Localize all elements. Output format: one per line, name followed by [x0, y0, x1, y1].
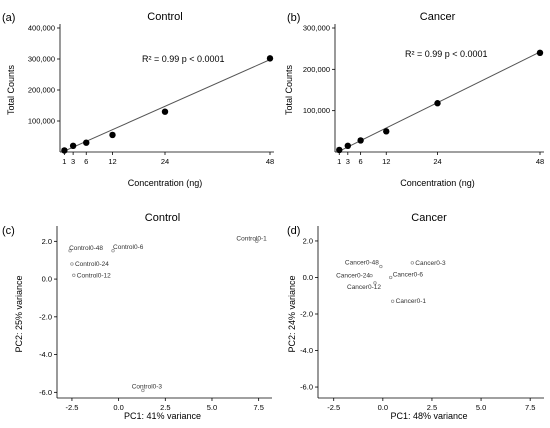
- pca-point: [410, 261, 414, 265]
- x-tick-label: 2.5: [427, 403, 437, 412]
- y-tick-label: 200,000: [28, 86, 55, 95]
- y-tick-label: 2.0: [303, 236, 313, 245]
- x-tick-label: 1: [62, 157, 66, 166]
- x-tick-label: 7.5: [253, 403, 263, 412]
- pca-point: [389, 275, 393, 280]
- pca-point: [111, 249, 115, 253]
- chart-title: Cancer: [411, 212, 447, 224]
- fit-annotation: R² = 0.99 p < 0.0001: [405, 49, 488, 59]
- panel-b: (b) Cancer 1 3 6 12 24 48 100,000 200,000 300,000 C…: [284, 11, 544, 188]
- x-tick-label: 6: [359, 157, 363, 166]
- panel-a: (a) Control 1 3 6 12 24 48 100,000 200,000 300,000…: [2, 11, 274, 188]
- pca-point-label: Control0-6: [113, 244, 144, 251]
- data-point: [357, 137, 364, 144]
- x-axis-label: PC1: 41% variance: [124, 411, 201, 421]
- data-point: [61, 147, 68, 154]
- y-tick-label: 100,000: [28, 117, 55, 126]
- pca-point-label: Cancer0-3: [415, 260, 446, 267]
- y-tick-label: -6.0: [39, 388, 52, 397]
- pca-point: [68, 249, 72, 253]
- data-point: [383, 128, 390, 135]
- panel-label: (b): [287, 12, 300, 24]
- pca-point: [379, 264, 383, 269]
- y-tick-label: -2.0: [39, 312, 52, 321]
- pca-point-label: Control0-3: [132, 383, 163, 390]
- pca-point: [391, 299, 395, 303]
- x-tick-label: 0.0: [113, 403, 123, 412]
- x-tick-label: 5.0: [207, 403, 217, 412]
- data-point: [434, 100, 441, 107]
- x-tick-label: 3: [71, 157, 75, 166]
- chart-title: Control: [147, 11, 182, 23]
- y-tick-label: 200,000: [303, 65, 330, 74]
- y-tick-label: 100,000: [303, 106, 330, 115]
- data-point: [161, 108, 169, 115]
- y-tick-label: -4.0: [300, 346, 313, 355]
- x-axis-label: Concentration (ng): [400, 178, 475, 188]
- data-point: [109, 131, 116, 139]
- pca-point: [373, 281, 377, 285]
- x-tick-label: 0.0: [378, 403, 388, 412]
- pca-point: [72, 273, 76, 277]
- chart-title: Cancer: [420, 11, 456, 23]
- pca-point-label: Control0-48: [69, 245, 103, 252]
- x-tick-label: 24: [433, 157, 441, 166]
- x-tick-label: 1: [337, 157, 341, 166]
- pca-point-label: Cancer0-6: [393, 271, 424, 278]
- x-tick-label: 2.5: [160, 403, 170, 412]
- x-tick-label: 48: [536, 157, 544, 166]
- pca-point: [255, 239, 259, 243]
- x-axis-label: Concentration (ng): [128, 178, 203, 188]
- pca-point-label: Control0-12: [77, 272, 111, 279]
- panel-label: (d): [287, 225, 300, 237]
- pca-point-label: Control0-1: [236, 235, 267, 242]
- y-tick-label: -4.0: [39, 350, 52, 359]
- x-tick-label: 24: [161, 157, 169, 166]
- x-tick-label: -2.5: [327, 403, 340, 412]
- x-tick-label: 5.0: [476, 403, 486, 412]
- x-tick-label: 7.5: [525, 403, 535, 412]
- pca-point-label: Control0-24: [75, 261, 109, 268]
- x-tick-label: 12: [382, 157, 390, 166]
- y-axis-label: Total Counts: [284, 64, 294, 115]
- x-tick-label: 6: [84, 157, 88, 166]
- data-point: [344, 142, 352, 149]
- y-tick-label: 300,000: [303, 24, 330, 33]
- panel-label: (a): [2, 12, 15, 24]
- y-tick-label: 2.0: [42, 237, 52, 246]
- pca-point: [141, 388, 145, 393]
- chart-title: Control: [145, 212, 180, 224]
- x-tick-label: -2.5: [65, 403, 78, 412]
- pca-point-label: Cancer0-24: [336, 273, 370, 280]
- pca-point: [369, 274, 373, 278]
- panel-d: (d) Cancer -2.5 0.0 2.5 5.0 7.5 -6.0 -4.0 -2.0 0.0…: [287, 212, 544, 421]
- y-axis-label: PC2: 24% variance: [287, 275, 297, 352]
- y-tick-label: 0.0: [303, 273, 313, 282]
- y-axis-label: PC2: 25% variance: [14, 275, 24, 352]
- data-point: [69, 142, 77, 149]
- data-point: [536, 49, 544, 56]
- pca-point-label: Cancer0-12: [347, 284, 381, 291]
- data-point: [336, 146, 343, 154]
- panel-label: (c): [2, 225, 15, 237]
- pca-point: [70, 262, 74, 266]
- panel-c: (c) Control -2.5 0.0 2.5 5.0 7.5 -6.0 -4.0 -2.0 0.…: [2, 212, 272, 421]
- fit-annotation: R² = 0.99 p < 0.0001: [142, 54, 225, 64]
- y-tick-label: -2.0: [300, 310, 313, 319]
- x-tick-label: 12: [108, 157, 116, 166]
- y-axis-label: Total Counts: [6, 64, 16, 115]
- pca-point-label: Cancer0-1: [396, 298, 427, 305]
- y-tick-label: 0.0: [42, 275, 52, 284]
- data-point: [83, 139, 90, 146]
- y-tick-label: 300,000: [28, 55, 55, 64]
- fit-line: [64, 59, 271, 152]
- y-tick-label: 400,000: [28, 24, 55, 33]
- x-axis-label: PC1: 48% variance: [390, 411, 467, 421]
- x-tick-label: 48: [266, 157, 274, 166]
- data-point: [266, 55, 274, 62]
- pca-point-label: Cancer0-48: [345, 260, 379, 267]
- x-tick-label: 3: [346, 157, 350, 166]
- y-tick-label: -6.0: [300, 383, 313, 392]
